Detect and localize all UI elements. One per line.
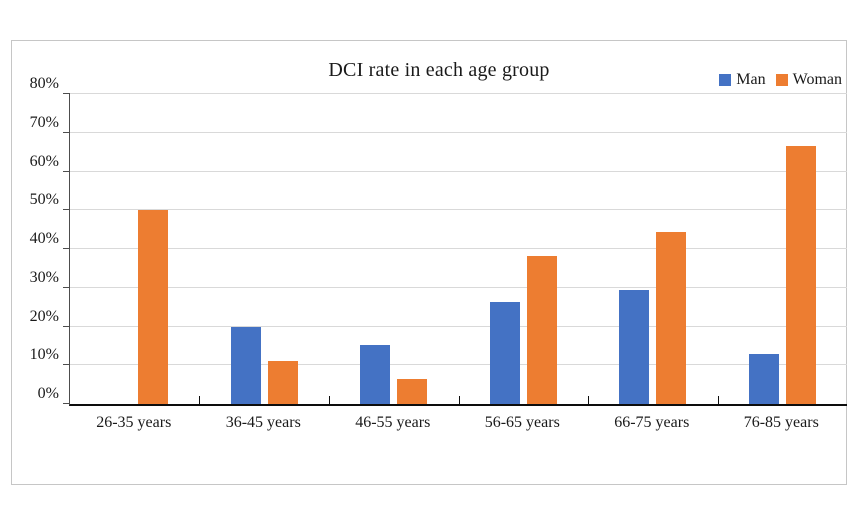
gridline (70, 364, 847, 366)
legend-label-woman: Woman (792, 71, 842, 88)
bar-groups (70, 94, 847, 404)
bar-man-76-85 (748, 353, 779, 404)
x-axis-tick (328, 396, 330, 404)
bar-group-46-55 (329, 94, 459, 404)
y-tick-label: 50% (29, 191, 59, 209)
y-axis-tick (63, 325, 70, 327)
y-axis-tick (63, 403, 70, 404)
x-category-label: 26-35 years (96, 414, 172, 431)
y-axis-tick (63, 93, 70, 94)
legend-label-man: Man (736, 71, 766, 88)
x-category-label: 56-65 years (484, 414, 560, 431)
bar-man-66-75 (619, 290, 650, 404)
x-axis-tick (717, 396, 719, 404)
y-tick-label: 80% (29, 75, 59, 92)
gridline (70, 286, 847, 288)
y-axis-tick (63, 131, 70, 133)
y-axis-tick (63, 364, 70, 366)
x-axis-tick (199, 396, 201, 404)
gridline (70, 170, 847, 172)
bar-woman-56-65 (526, 255, 557, 404)
bar-man-46-55 (360, 345, 391, 404)
x-axis-labels: 26-35 years 36-45 years 46-55 years 56-65 y… (69, 414, 846, 432)
x-category-label: 36-45 years (225, 414, 301, 431)
bar-man-36-45 (230, 326, 261, 404)
bar-group-66-75 (588, 94, 718, 404)
chart-title: DCI rate in each age group (328, 59, 550, 81)
legend-item-man: Man (719, 71, 766, 89)
y-tick-label: 10% (29, 346, 59, 364)
bar-woman-46-55 (397, 378, 428, 404)
gridline (70, 131, 847, 133)
y-tick-label: 60% (29, 152, 59, 170)
y-tick-label: 40% (29, 230, 59, 247)
bar-group-36-45 (200, 94, 330, 404)
chart-frame: DCI rate in each age group Man Woman 0% 1… (11, 40, 847, 485)
y-axis-tick (63, 170, 70, 172)
bar-woman-76-85 (785, 145, 816, 404)
bar-group-26-35 (70, 94, 200, 404)
legend: Man Woman (719, 71, 842, 89)
bar-group-76-85 (718, 94, 848, 404)
bar-woman-36-45 (267, 361, 298, 404)
y-tick-label: 70% (29, 113, 59, 131)
x-category-label: 66-75 years (614, 414, 690, 431)
bar-woman-66-75 (656, 231, 687, 404)
gridline (70, 93, 847, 94)
x-axis-tick (458, 396, 460, 404)
man-series-swatch-icon (719, 74, 732, 86)
x-category-label: 46-55 years (355, 414, 431, 431)
x-category-label: 76-85 years (743, 414, 819, 431)
x-axis-tick (587, 396, 589, 404)
gridline (70, 209, 847, 211)
bar-man-56-65 (489, 302, 520, 404)
woman-series-swatch-icon (775, 74, 788, 86)
bar-group-56-65 (459, 94, 589, 404)
y-tick-label: 0% (37, 385, 59, 402)
y-tick-label: 30% (29, 268, 59, 286)
y-axis-tick (63, 248, 70, 249)
y-tick-label: 20% (29, 307, 59, 325)
gridline (70, 248, 847, 249)
bar-woman-26-35 (138, 210, 169, 404)
y-axis-tick (63, 286, 70, 288)
y-axis-tick (63, 209, 70, 211)
legend-item-woman: Woman (775, 71, 842, 89)
gridline (70, 325, 847, 327)
plot-area: 0% 10% 20% 30% 40% 50% 60% 70% 80% (30, 75, 847, 406)
